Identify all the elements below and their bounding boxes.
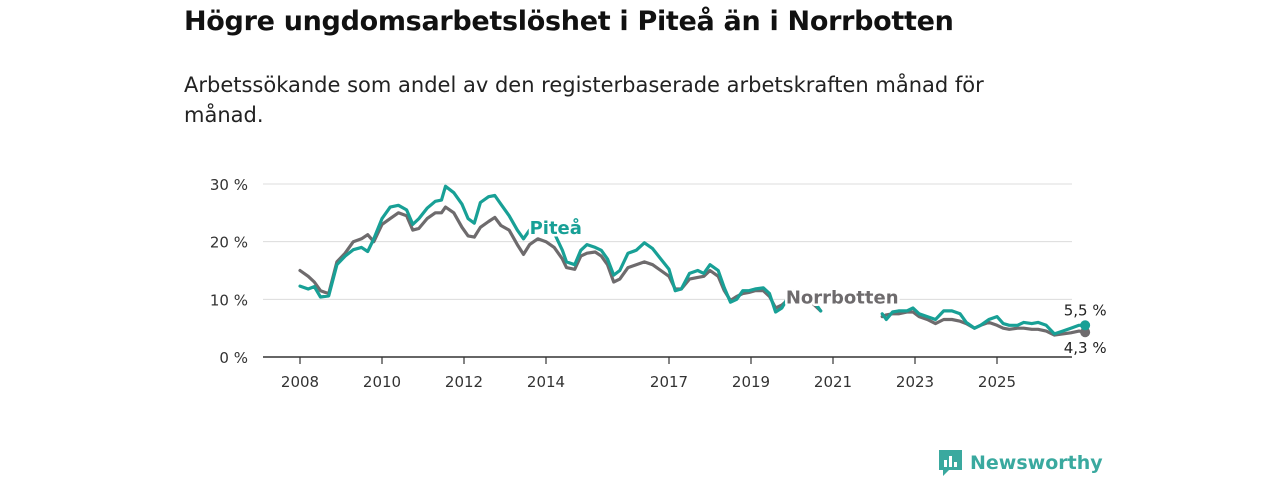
series-line-pite- bbox=[298, 184, 823, 314]
labels-group: Piteå Norrbotten 5,5 % 4,3 % bbox=[527, 215, 1108, 360]
end-point-pite- bbox=[1080, 320, 1091, 331]
series-label-norrbotten: Norrbotten bbox=[786, 287, 899, 308]
gridlines bbox=[263, 183, 1072, 300]
x-tick-label: 2017 bbox=[650, 373, 688, 391]
x-tick-label: 2019 bbox=[732, 373, 770, 391]
end-value-label-norrbotten: 4,3 % bbox=[1064, 339, 1107, 357]
y-tick-label: 20 % bbox=[210, 234, 248, 252]
x-tick-label: 2023 bbox=[896, 373, 934, 391]
series-line-norrbotten bbox=[298, 205, 823, 313]
x-tick-label: 2025 bbox=[978, 373, 1016, 391]
bar-chart-logo-icon bbox=[939, 450, 962, 476]
series-group bbox=[298, 184, 1091, 338]
brand-name: Newsworthy bbox=[970, 452, 1103, 474]
x-tick-label: 2014 bbox=[527, 373, 565, 391]
x-tick-label: 2021 bbox=[814, 373, 852, 391]
y-tick-label: 0 % bbox=[219, 349, 248, 367]
end-point-norrbotten bbox=[1080, 327, 1091, 338]
x-tick-label: 2010 bbox=[363, 373, 401, 391]
y-tick-label: 30 % bbox=[210, 176, 248, 194]
x-tick-label: 2008 bbox=[281, 373, 319, 391]
end-value-label-pite-: 5,5 % bbox=[1064, 301, 1107, 319]
newsworthy-brand[interactable]: Newsworthy bbox=[937, 448, 1103, 478]
axes: 0 % 10 % 20 % 30 % 2008 2010 2012 2014 2017 2019 2… bbox=[210, 176, 1072, 391]
series-label-pite-: Piteå bbox=[530, 217, 582, 239]
chart-title: Högre ungdomsarbetslöshet i Piteå än i N… bbox=[184, 6, 954, 37]
chart-subtitle: Arbetssökande som andel av den registerb… bbox=[184, 73, 984, 127]
y-tick-label: 10 % bbox=[210, 291, 248, 309]
series-line-pite--late bbox=[880, 306, 1087, 336]
x-tick-label: 2012 bbox=[445, 373, 483, 391]
